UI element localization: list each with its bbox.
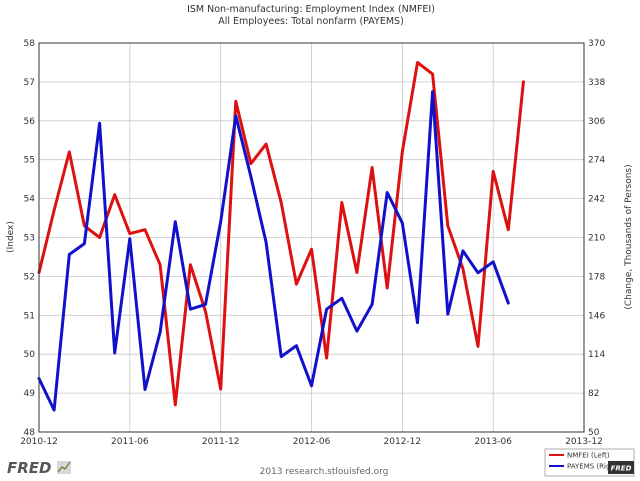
right-tick-label: 338 [588, 78, 605, 88]
left-tick-label: 55 [24, 156, 35, 166]
right-tick-label: 178 [588, 272, 605, 282]
left-tick-label: 49 [24, 389, 36, 399]
series-layer [37, 61, 525, 412]
left-tick-label: 53 [24, 234, 35, 244]
right-tick-label: 210 [588, 234, 605, 244]
legend-entry-payems: PAYEMS (Right) [549, 463, 621, 471]
series-line-nmfei [37, 61, 525, 407]
left-tick-label: 51 [24, 311, 35, 321]
x-tick-label: 2013-12 [565, 437, 603, 447]
chart-title: ISM Non-manufacturing: Employment Index … [187, 4, 435, 15]
legend-entry-nmfei: NMFEI (Left) [549, 452, 610, 460]
fred-logo-text: FRED [7, 459, 52, 477]
legend-fred-badge-text: FRED [611, 465, 632, 473]
right-tick-label: 82 [588, 389, 599, 399]
legend-label-nmfei: NMFEI (Left) [567, 452, 610, 460]
right-tick-label: 50 [588, 428, 600, 438]
right-tick-label: 274 [588, 156, 605, 166]
x-tick-label: 2012-12 [384, 437, 422, 447]
right-tick-label: 370 [588, 39, 605, 49]
right-tick-label: 242 [588, 195, 605, 205]
series-line-payems [37, 90, 510, 412]
left-axis-title: (Index) [6, 221, 16, 253]
source-credit: 2013 research.stlouisfed.org [260, 467, 389, 477]
x-tick-label: 2011-12 [202, 437, 240, 447]
x-tick-label: 2011-06 [111, 437, 149, 447]
legend: NMFEI (Left) PAYEMS (Right) FRED [544, 448, 635, 477]
chart-subtitle: All Employees: Total nonfarm (PAYEMS) [218, 16, 404, 27]
x-tick-label: 2010-12 [20, 437, 58, 447]
fred-logo-chart-icon [57, 461, 71, 474]
legend-fred-badge: FRED [608, 461, 634, 474]
left-tick-label: 48 [24, 428, 36, 438]
right-tick-label: 306 [588, 117, 605, 127]
left-tick-label: 50 [24, 350, 36, 360]
right-tick-label: 114 [588, 350, 605, 360]
legend-fred-badge-bg [608, 461, 634, 474]
legend-label-payems: PAYEMS (Right) [567, 463, 621, 471]
x-tick-label: 2013-06 [474, 437, 512, 447]
left-tick-label: 52 [24, 272, 35, 282]
plot-frame [38, 42, 585, 433]
left-tick-label: 56 [24, 117, 36, 127]
left-tick-label: 54 [24, 195, 36, 205]
right-axis-title: (Change, Thousands of Persons) [624, 164, 634, 309]
tick-label-layer: 48 49 50 51 52 53 54 55 56 57 58 50 82 114 146 178 210 24… [20, 39, 605, 447]
left-tick-label: 58 [24, 39, 36, 49]
right-tick-label: 146 [588, 311, 605, 321]
left-tick-label: 57 [24, 78, 35, 88]
x-tick-label: 2012-06 [293, 437, 331, 447]
fred-logo: FRED [7, 459, 71, 477]
